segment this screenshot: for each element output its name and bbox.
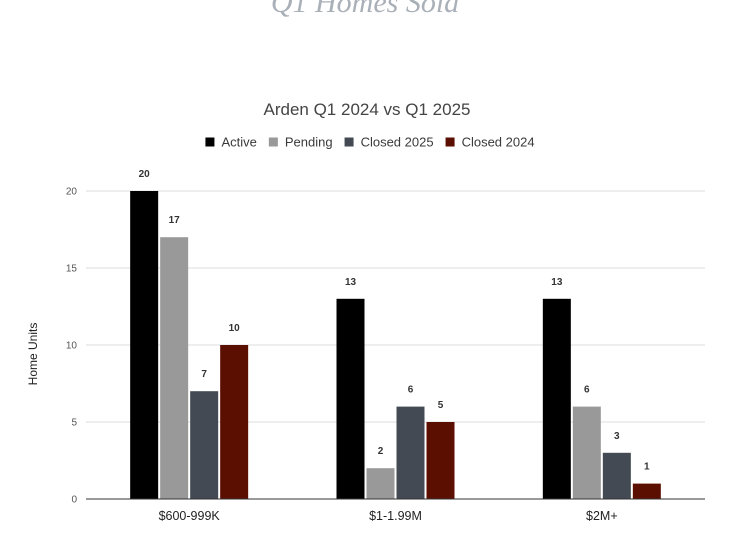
legend-item-closed-2024: Closed 2024 bbox=[445, 135, 535, 150]
bar-pending-1-1-99m bbox=[366, 468, 395, 499]
x-category-label: $1-1.99M bbox=[369, 509, 422, 523]
data-label: 3 bbox=[614, 431, 620, 442]
x-category-label: $2M+ bbox=[586, 509, 618, 523]
bar-pending-600-999k bbox=[160, 237, 189, 499]
data-label: 10 bbox=[229, 323, 241, 334]
y-tick-label: 10 bbox=[66, 341, 78, 352]
bar-pending-2m bbox=[572, 406, 601, 499]
legend-item-active: Active bbox=[205, 135, 257, 150]
data-label: 1 bbox=[644, 462, 650, 473]
y-axis-title: Home Units bbox=[26, 323, 40, 386]
bar-closed-2024-1-1-99m bbox=[426, 422, 455, 499]
bar-closed-2025-600-999k bbox=[190, 391, 219, 499]
legend-swatch bbox=[205, 137, 215, 147]
x-category-label: $600-999K bbox=[159, 509, 221, 523]
y-tick-label: 5 bbox=[71, 418, 77, 429]
x-axis-categories: $600-999K $1-1.99M $2M+ bbox=[159, 509, 618, 523]
legend-item-closed-2025: Closed 2025 bbox=[344, 135, 434, 150]
chart-title: Arden Q1 2024 vs Q1 2025 bbox=[264, 100, 471, 119]
legend-label: Closed 2024 bbox=[462, 135, 535, 150]
bar-closed-2025-2m bbox=[602, 452, 631, 499]
bar-active-2m bbox=[542, 298, 571, 499]
legend-item-pending: Pending bbox=[268, 135, 333, 150]
y-tick-label: 15 bbox=[66, 264, 78, 275]
data-label: 13 bbox=[551, 277, 563, 288]
legend-swatch bbox=[268, 137, 278, 147]
data-label: 20 bbox=[139, 169, 151, 180]
data-label: 17 bbox=[169, 215, 181, 226]
legend-swatch bbox=[445, 137, 455, 147]
data-label: 13 bbox=[345, 277, 357, 288]
data-label: 6 bbox=[584, 385, 590, 396]
bar-active-1-1-99m bbox=[336, 298, 365, 499]
data-label: 2 bbox=[378, 446, 384, 457]
data-label: 6 bbox=[408, 385, 414, 396]
y-tick-label: 20 bbox=[66, 187, 78, 198]
chart-bars bbox=[130, 191, 661, 499]
y-axis-ticks: 0 5 10 15 20 bbox=[66, 187, 78, 506]
y-tick-label: 0 bbox=[71, 495, 77, 506]
bar-closed-2024-600-999k bbox=[220, 345, 249, 499]
data-label: 7 bbox=[201, 369, 207, 380]
legend-label: Active bbox=[221, 135, 256, 150]
page-heading: Q1 Homes Sold bbox=[270, 0, 460, 19]
legend-swatch bbox=[344, 137, 354, 147]
chart-gridlines bbox=[86, 190, 705, 423]
chart-legend: Active Pending Closed 2025 Closed 2024 bbox=[205, 135, 535, 150]
data-label: 5 bbox=[438, 400, 444, 411]
bar-closed-2025-1-1-99m bbox=[396, 406, 425, 499]
bar-closed-2024-2m bbox=[632, 483, 661, 499]
legend-label: Closed 2025 bbox=[361, 135, 434, 150]
legend-label: Pending bbox=[285, 135, 333, 150]
bar-active-600-999k bbox=[130, 191, 159, 499]
data-labels: 20 17 7 10 13 2 6 5 13 6 3 1 bbox=[139, 169, 650, 473]
